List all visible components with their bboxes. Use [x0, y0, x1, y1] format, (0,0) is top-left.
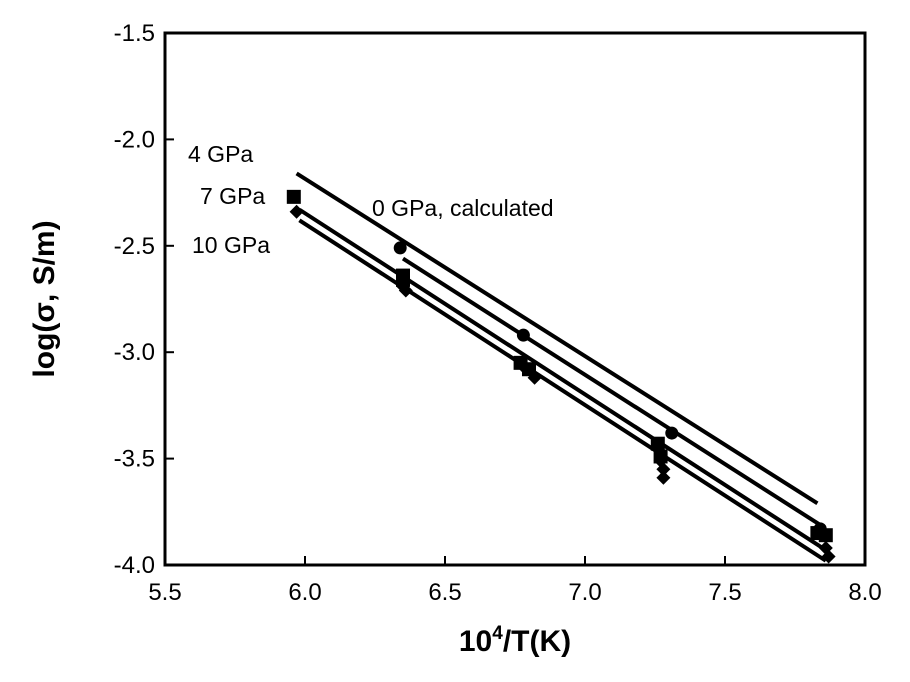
data-point-p10 [398, 283, 413, 298]
data-point-p7 [818, 528, 833, 543]
data-point-p7 [650, 436, 665, 451]
data-point-p4 [393, 241, 407, 255]
fit-line-p0 [295, 171, 819, 505]
data-point-p4 [665, 426, 679, 440]
data-point-p7 [286, 189, 301, 204]
x-tick-label: 6.5 [428, 579, 461, 606]
fit-line-p4 [401, 256, 825, 529]
x-tick-label: 7.0 [568, 579, 601, 606]
y-tick-label: -2.0 [114, 126, 155, 153]
x-axis-title-base: 10 [459, 625, 492, 658]
data-point-p10 [527, 370, 542, 385]
x-tick-label: 8.0 [848, 579, 881, 606]
x-axis-title-superscript: 4 [492, 623, 503, 644]
data-point-p10 [289, 204, 304, 219]
data-point-p10 [519, 362, 534, 377]
x-tick-label: 7.5 [708, 579, 741, 606]
y-axis-title: log(σ, S/m) [28, 220, 61, 377]
annotation-4gpa: 4 GPa [188, 141, 253, 167]
data-point-p4 [516, 328, 530, 342]
plot-frame [163, 31, 867, 567]
fit-line-p10 [298, 218, 827, 563]
x-tick-label: 6.0 [288, 579, 321, 606]
y-tick-label: -1.5 [114, 20, 155, 47]
annotation-7gpa: 7 GPa [200, 183, 265, 209]
y-tick-label: -2.5 [114, 233, 155, 260]
annotation-0gpa-calculated: 0 GPa, calculated [372, 195, 554, 221]
data-point-p10 [656, 462, 671, 477]
y-tick-label: -4.0 [114, 552, 155, 579]
data-point-p10 [656, 470, 671, 485]
x-axis-title-rest: /T(K) [503, 625, 571, 658]
x-axis-title: 104/T(K) [459, 623, 571, 658]
x-tick-label: 5.5 [148, 579, 181, 606]
annotation-10gpa: 10 GPa [192, 232, 270, 258]
y-tick-label: -3.5 [114, 446, 155, 473]
data-point-p10 [821, 549, 836, 564]
axis-ticks: 5.5 6.0 6.5 7.0 7.5 8.0 -1.5 -2.0 -2.5 -3.0 -3.5 -4… [114, 20, 882, 606]
chart-marks [286, 171, 836, 564]
y-tick-label: -3.0 [114, 339, 155, 366]
fit-line-p7 [298, 207, 827, 552]
